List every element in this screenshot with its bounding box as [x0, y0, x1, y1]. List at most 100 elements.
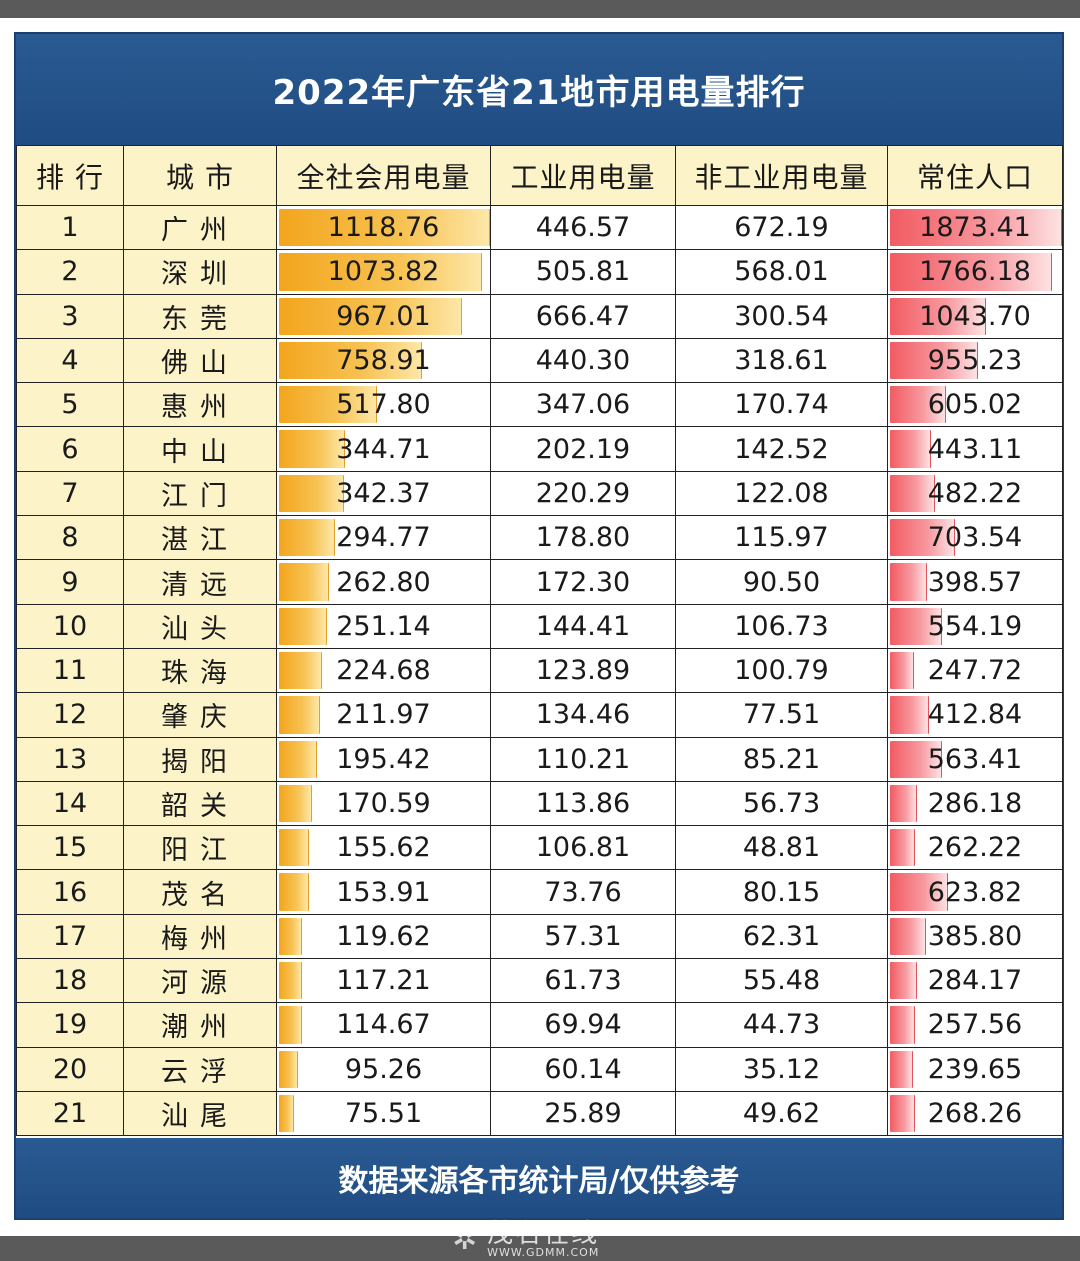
population-cell-value: 623.82 [927, 876, 1023, 908]
population-cell-value: 482.22 [927, 477, 1023, 509]
rank-cell-value: 2 [61, 256, 79, 288]
industrial-cell: 440.30 [490, 337, 676, 384]
rank-cell-value: 14 [52, 788, 88, 819]
nonindustrial-cell-value: 48.81 [742, 832, 821, 864]
city-cell-value: 茂名 [161, 879, 239, 911]
population-cell-value: 563.41 [927, 743, 1023, 775]
city-cell-value: 清远 [161, 569, 239, 601]
total-cell: 119.62 [276, 913, 491, 960]
industrial-cell: 57.31 [490, 913, 676, 960]
city-cell-value: 惠州 [161, 392, 239, 424]
population-bar [890, 607, 941, 645]
industrial-cell: 69.94 [490, 1002, 676, 1048]
table-row: 15 阳江 155.62 106.81 48.81 262.22 [16, 825, 1063, 871]
total-cell-value: 224.68 [336, 655, 431, 687]
table-row: 1 广州 1118.76 446.57 672.19 1873.41 [16, 204, 1063, 251]
table-row: 2 深圳 1073.82 505.81 568.01 1766.18 [16, 249, 1063, 295]
population-cell: 1043.70 [887, 293, 1063, 339]
total-cell-value: 262.80 [336, 566, 431, 598]
city-cell-value: 梅州 [161, 923, 239, 955]
total-consumption-bar [279, 1006, 301, 1044]
city-cell: 汕尾 [123, 1090, 277, 1137]
rank-cell: 6 [16, 426, 124, 472]
population-cell: 262.22 [887, 825, 1063, 871]
population-cell-value: 554.19 [927, 610, 1023, 642]
city-cell: 深圳 [123, 249, 277, 295]
rank-cell-value: 5 [61, 389, 79, 421]
total-cell-value: 117.21 [336, 965, 431, 997]
nonindustrial-cell-value: 85.21 [742, 743, 821, 775]
city-cell: 阳江 [123, 825, 277, 871]
table-row: 14 韶关 170.59 113.86 56.73 286.18 [16, 780, 1063, 827]
industrial-cell-value: 57.31 [544, 920, 622, 952]
industrial-cell: 123.89 [490, 647, 676, 694]
industrial-cell: 134.46 [490, 692, 676, 738]
total-cell: 155.62 [276, 825, 491, 871]
table-header-row: 排 行 城 市 全社会用电量 工业用电量 非工业用电量 常住人口 [16, 145, 1063, 206]
population-cell: 286.18 [887, 780, 1063, 827]
nonindustrial-cell: 80.15 [675, 869, 888, 915]
population-bar [890, 563, 926, 601]
population-bar [890, 917, 925, 956]
population-bar [890, 297, 985, 335]
industrial-cell-value: 113.86 [535, 788, 631, 819]
city-cell: 东莞 [123, 293, 277, 339]
nonindustrial-cell: 90.50 [675, 559, 888, 605]
nonindustrial-cell-value: 106.73 [734, 610, 829, 642]
rank-cell-value: 3 [61, 300, 79, 332]
table-row: 6 中山 344.71 202.19 142.52 443.11 [16, 426, 1063, 472]
population-cell-value: 412.84 [927, 699, 1023, 731]
table-row: 4 佛山 758.91 440.30 318.61 955.23 [16, 337, 1063, 384]
population-cell: 955.23 [887, 337, 1063, 384]
city-cell-value: 中山 [161, 436, 239, 468]
total-cell-value: 967.01 [336, 300, 431, 332]
population-cell-value: 443.11 [927, 433, 1023, 465]
industrial-cell: 60.14 [490, 1046, 676, 1092]
nonindustrial-cell: 48.81 [675, 825, 888, 871]
industrial-cell: 505.81 [490, 249, 676, 295]
population-cell: 623.82 [887, 869, 1063, 915]
city-cell: 韶关 [123, 780, 277, 827]
chart-title: 2022年广东省21地市用电量排行 [16, 34, 1062, 145]
table-row: 20 云浮 95.26 60.14 35.12 239.65 [16, 1046, 1063, 1092]
nonindustrial-cell-value: 77.51 [742, 699, 821, 731]
total-consumption-bar [279, 607, 326, 645]
nonindustrial-cell: 300.54 [675, 293, 888, 339]
nonindustrial-cell-value: 170.74 [734, 389, 829, 421]
nonindustrial-cell: 77.51 [675, 692, 888, 738]
total-cell-value: 517.80 [336, 389, 431, 421]
population-cell: 412.84 [887, 692, 1063, 738]
population-bar [890, 474, 934, 513]
nonindustrial-cell-value: 80.15 [742, 876, 821, 908]
rank-cell: 16 [16, 869, 124, 915]
rank-cell: 5 [16, 382, 124, 428]
population-bar [890, 1094, 914, 1133]
table-row: 21 汕尾 75.51 25.89 49.62 268.26 [16, 1090, 1063, 1137]
total-cell: 224.68 [276, 647, 491, 694]
population-cell: 703.54 [887, 515, 1063, 561]
nonindustrial-cell-value: 100.79 [734, 655, 829, 687]
rank-cell-value: 7 [61, 477, 79, 509]
total-cell-value: 211.97 [336, 699, 431, 731]
industrial-cell: 347.06 [490, 382, 676, 428]
total-consumption-bar [279, 386, 376, 424]
total-cell-value: 155.62 [336, 832, 431, 864]
city-cell: 河源 [123, 958, 277, 1004]
industrial-cell: 25.89 [490, 1090, 676, 1137]
rank-cell-value: 6 [61, 433, 79, 465]
nonindustrial-cell-value: 35.12 [742, 1053, 821, 1085]
total-consumption-bar [279, 829, 308, 867]
table-row: 19 潮州 114.67 69.94 44.73 257.56 [16, 1002, 1063, 1048]
nonindustrial-cell-value: 122.08 [734, 477, 829, 509]
rank-cell-value: 17 [52, 920, 88, 952]
total-cell-value: 170.59 [336, 788, 431, 819]
city-cell-value: 广州 [161, 215, 239, 247]
industrial-cell-value: 123.89 [535, 655, 631, 687]
population-cell: 605.02 [887, 382, 1063, 428]
industrial-cell: 61.73 [490, 958, 676, 1004]
total-cell: 211.97 [276, 692, 491, 738]
population-cell: 398.57 [887, 559, 1063, 605]
city-cell-value: 珠海 [161, 658, 239, 690]
rank-cell: 19 [16, 1002, 124, 1048]
nonindustrial-cell: 106.73 [675, 603, 888, 649]
